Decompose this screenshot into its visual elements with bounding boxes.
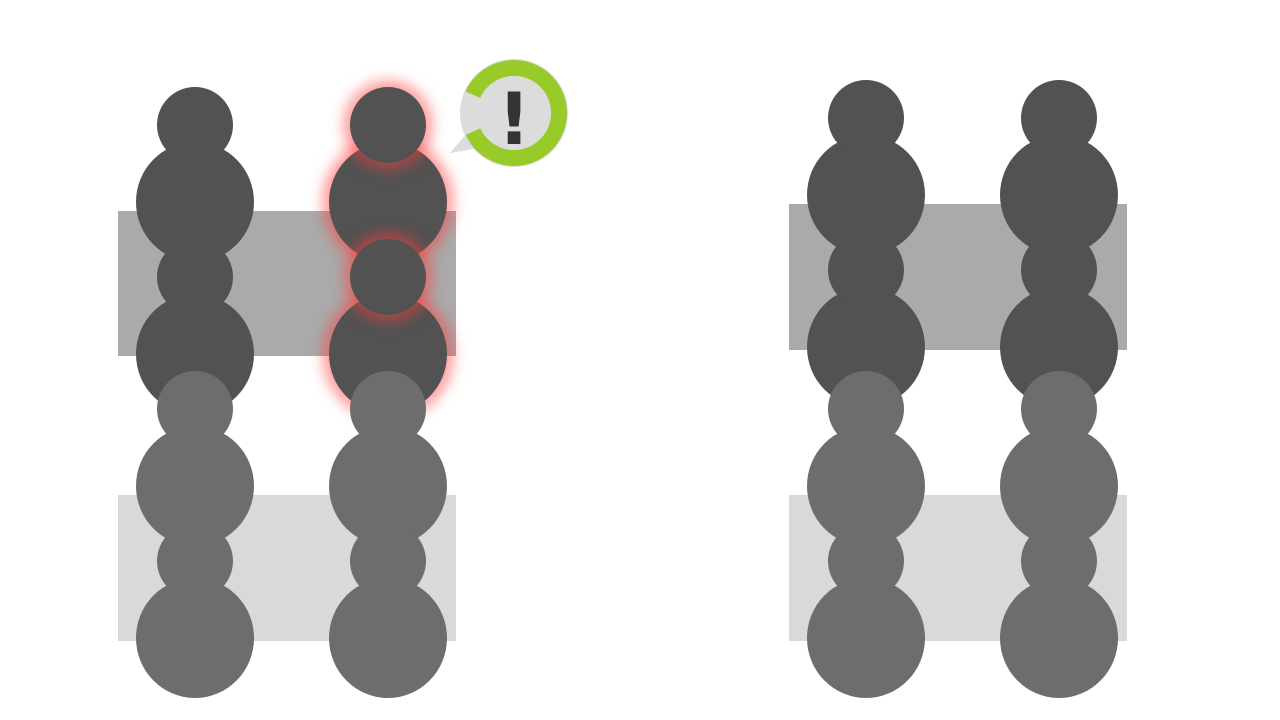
person-icon (136, 523, 254, 698)
alert-mark: ! (498, 77, 531, 161)
person-icon (136, 371, 254, 546)
person-icon (329, 371, 447, 546)
person-icon (807, 232, 925, 407)
person-icon (1000, 371, 1118, 546)
person-icon (136, 239, 254, 414)
exclamation-icon: ! (450, 58, 572, 170)
person-icon (807, 80, 925, 255)
person-icon (1000, 523, 1118, 698)
person-icon (329, 523, 447, 698)
person-icon (1000, 80, 1118, 255)
person-icon (807, 523, 925, 698)
person-icon (1000, 232, 1118, 407)
person-icon (136, 87, 254, 262)
person-icon (807, 371, 925, 546)
person-icon-alert (329, 87, 447, 262)
person-icon-alert (329, 239, 447, 414)
